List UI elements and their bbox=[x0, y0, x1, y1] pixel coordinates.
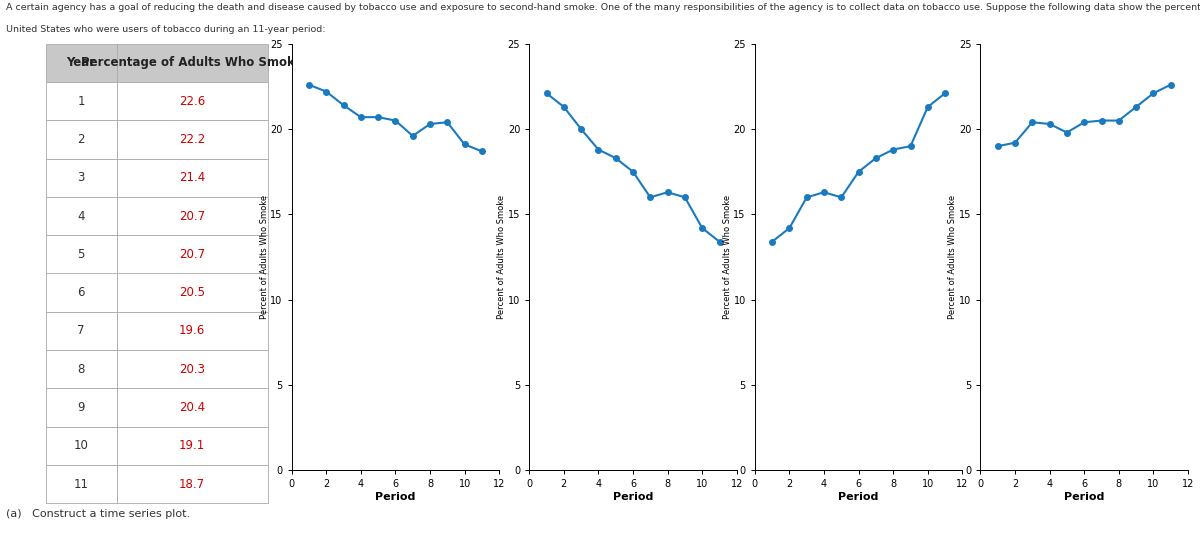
Bar bbox=[116, 312, 268, 350]
Bar bbox=[116, 44, 268, 82]
Bar bbox=[116, 120, 268, 159]
Y-axis label: Percent of Adults Who Smoke: Percent of Adults Who Smoke bbox=[722, 195, 732, 319]
Text: 7: 7 bbox=[77, 324, 85, 337]
X-axis label: Period: Period bbox=[839, 492, 878, 502]
Text: (a)   Construct a time series plot.: (a) Construct a time series plot. bbox=[6, 509, 190, 519]
Text: 3: 3 bbox=[78, 171, 85, 184]
X-axis label: Period: Period bbox=[376, 492, 415, 502]
Bar bbox=[46, 388, 116, 427]
Bar bbox=[46, 427, 116, 465]
Text: 11: 11 bbox=[73, 478, 89, 491]
Bar bbox=[46, 312, 116, 350]
Text: United States who were users of tobacco during an 11-year period:: United States who were users of tobacco … bbox=[6, 25, 325, 33]
Text: 18.7: 18.7 bbox=[179, 478, 205, 491]
Bar bbox=[116, 350, 268, 388]
Bar bbox=[46, 235, 116, 274]
Text: 20.7: 20.7 bbox=[179, 210, 205, 223]
Text: 9: 9 bbox=[77, 401, 85, 414]
Text: Year: Year bbox=[66, 56, 96, 69]
Bar bbox=[46, 82, 116, 120]
Text: 22.2: 22.2 bbox=[179, 133, 205, 146]
X-axis label: Period: Period bbox=[613, 492, 653, 502]
Text: 4: 4 bbox=[77, 210, 85, 223]
Y-axis label: Percent of Adults Who Smoke: Percent of Adults Who Smoke bbox=[259, 195, 269, 319]
Text: 22.6: 22.6 bbox=[179, 95, 205, 108]
Text: 20.5: 20.5 bbox=[179, 286, 205, 299]
Bar bbox=[46, 44, 116, 82]
Bar bbox=[46, 350, 116, 388]
Bar bbox=[116, 274, 268, 312]
Text: 1: 1 bbox=[77, 95, 85, 108]
Text: 5: 5 bbox=[78, 248, 85, 261]
Text: 8: 8 bbox=[78, 363, 85, 376]
Text: 6: 6 bbox=[77, 286, 85, 299]
Bar bbox=[116, 427, 268, 465]
Y-axis label: Percent of Adults Who Smoke: Percent of Adults Who Smoke bbox=[948, 195, 958, 319]
Bar bbox=[46, 465, 116, 503]
Text: 20.3: 20.3 bbox=[179, 363, 205, 376]
Bar bbox=[46, 120, 116, 159]
Text: 19.6: 19.6 bbox=[179, 324, 205, 337]
Bar bbox=[116, 388, 268, 427]
Bar bbox=[46, 159, 116, 197]
Y-axis label: Percent of Adults Who Smoke: Percent of Adults Who Smoke bbox=[497, 195, 506, 319]
Text: 21.4: 21.4 bbox=[179, 171, 205, 184]
Bar bbox=[46, 274, 116, 312]
Bar bbox=[116, 159, 268, 197]
Text: Percentage of Adults Who Smoke: Percentage of Adults Who Smoke bbox=[82, 56, 302, 69]
Bar bbox=[116, 465, 268, 503]
Text: 10: 10 bbox=[73, 439, 89, 452]
Text: 20.4: 20.4 bbox=[179, 401, 205, 414]
Bar bbox=[116, 197, 268, 235]
Bar bbox=[46, 197, 116, 235]
Text: 19.1: 19.1 bbox=[179, 439, 205, 452]
Bar bbox=[116, 82, 268, 120]
Text: A certain agency has a goal of reducing the death and disease caused by tobacco : A certain agency has a goal of reducing … bbox=[6, 3, 1200, 11]
Text: 20.7: 20.7 bbox=[179, 248, 205, 261]
X-axis label: Period: Period bbox=[1064, 492, 1104, 502]
Bar bbox=[116, 235, 268, 274]
Text: 2: 2 bbox=[77, 133, 85, 146]
